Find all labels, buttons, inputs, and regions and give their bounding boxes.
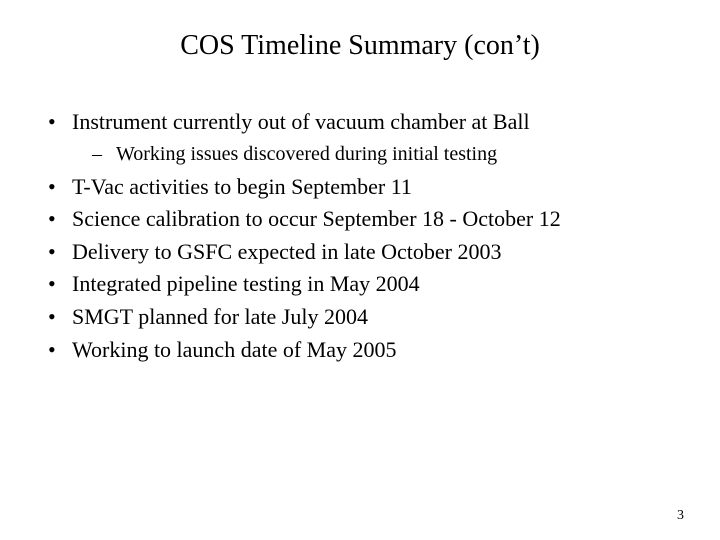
slide-title: COS Timeline Summary (con’t) [0,30,720,62]
bullet-icon: • [48,108,72,137]
bullet-icon: • [48,303,72,332]
list-item: • Integrated pipeline testing in May 200… [48,270,672,299]
bullet-icon: • [48,173,72,202]
slide-content: • Instrument currently out of vacuum cha… [48,108,672,368]
bullet-icon: • [48,238,72,267]
dash-icon: – [92,141,116,167]
bullet-icon: • [48,270,72,299]
bullet-icon: • [48,205,72,234]
list-item-text: Delivery to GSFC expected in late Octobe… [72,238,672,267]
list-item-text: Instrument currently out of vacuum chamb… [72,108,672,137]
list-item: • Working to launch date of May 2005 [48,336,672,365]
list-item: • Science calibration to occur September… [48,205,672,234]
list-item: • T-Vac activities to begin September 11 [48,173,672,202]
list-item-text: Working to launch date of May 2005 [72,336,672,365]
slide: COS Timeline Summary (con’t) • Instrumen… [0,0,720,540]
bullet-icon: • [48,336,72,365]
page-number: 3 [677,508,684,524]
list-item-text: SMGT planned for late July 2004 [72,303,672,332]
sub-list-item-text: Working issues discovered during initial… [116,141,672,167]
list-item-text: Science calibration to occur September 1… [72,205,672,234]
list-item: • Instrument currently out of vacuum cha… [48,108,672,137]
sub-list-item: – Working issues discovered during initi… [92,141,672,167]
list-item: • SMGT planned for late July 2004 [48,303,672,332]
list-item-text: Integrated pipeline testing in May 2004 [72,270,672,299]
list-item: • Delivery to GSFC expected in late Octo… [48,238,672,267]
list-item-text: T-Vac activities to begin September 11 [72,173,672,202]
